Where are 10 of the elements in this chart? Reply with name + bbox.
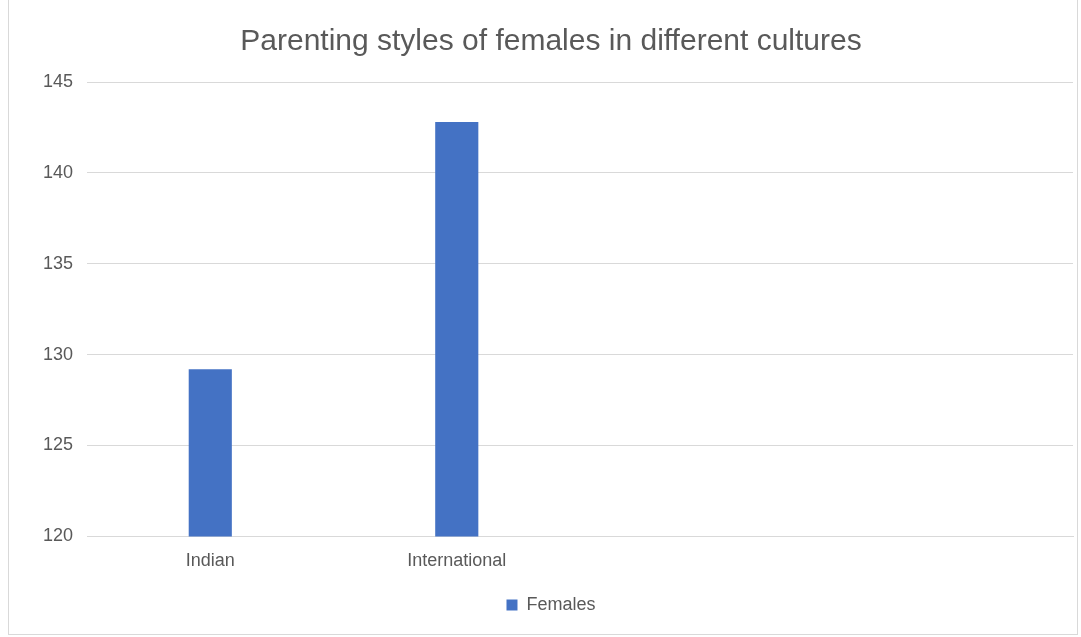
x-tick-label: International <box>407 550 507 571</box>
y-tick-label: 125 <box>42 434 74 455</box>
legend-label: Females <box>526 593 596 614</box>
y-tick-label: 145 <box>42 70 74 91</box>
y-tick-label: 120 <box>42 525 74 546</box>
x-tick-label: Indian <box>185 550 235 571</box>
y-tick-label: 135 <box>42 252 74 273</box>
y-tick-label: 140 <box>42 161 74 182</box>
chart-title: Parenting styles of females in different cultures <box>240 23 862 57</box>
y-tick-label: 130 <box>42 343 74 364</box>
